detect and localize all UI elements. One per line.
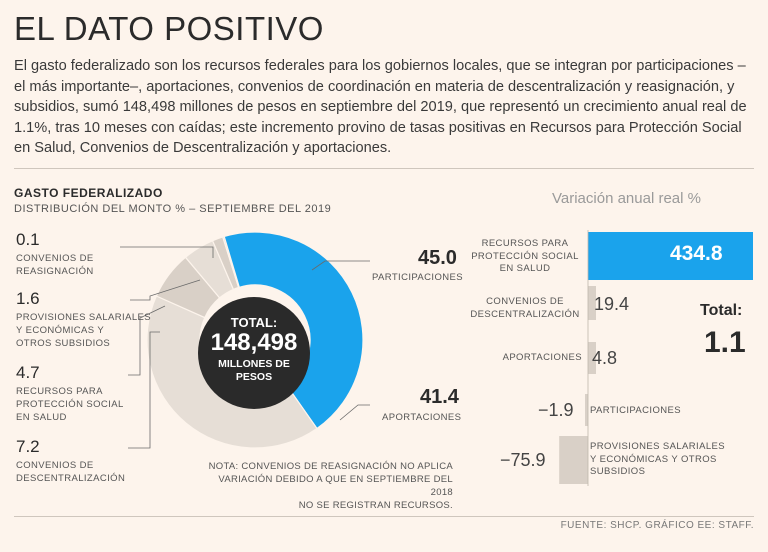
donut-title: GASTO FEDERALIZADO — [14, 186, 163, 200]
center-unit-1: MILLONES DE — [218, 358, 290, 370]
bar-provisiones — [559, 436, 588, 484]
bar-label-descentralizacion: CONVENIOS DE DESCENTRALIZACIÓN — [470, 296, 580, 320]
bar-value-proteccion: 434.8 — [670, 242, 723, 265]
bar-label-proteccion: RECURSOS PARA PROTECCIÓN SOCIAL EN SALUD — [471, 238, 579, 274]
bar-label-provisiones: PROVISIONES SALARIALES Y ECONÓMICAS Y OTR… — [590, 441, 725, 477]
bar-value-descentralizacion: 19.4 — [594, 294, 630, 314]
bar-label-aportaciones: APORTACIONES — [502, 352, 582, 363]
bar-descentralizacion — [588, 286, 596, 320]
label-participaciones-text: PARTICIPACIONES — [372, 272, 463, 283]
bar-aportaciones — [588, 342, 596, 374]
label-reasignacion-text-1: CONVENIOS DE — [16, 253, 94, 264]
label-descentralizacion-value: 7.2 — [16, 437, 40, 456]
label-proteccion-text-2: PROTECCIÓN SOCIAL — [16, 399, 124, 410]
slice-participaciones — [222, 231, 364, 430]
label-reasignacion-value: 0.1 — [16, 230, 40, 249]
note-line-1: NOTA: CONVENIOS DE REASIGNACIÓN NO APLIC… — [208, 461, 453, 472]
note-line-3: NO SE REGISTRAN RECURSOS. — [298, 500, 453, 511]
variation-total-value: 1.1 — [704, 326, 746, 359]
label-proteccion-value: 4.7 — [16, 363, 40, 382]
label-provisiones-value: 1.6 — [16, 289, 40, 308]
bar-label-participaciones: PARTICIPACIONES — [590, 405, 681, 416]
label-descentralizacion-text-1: CONVENIOS DE — [16, 460, 94, 471]
donut-center: TOTAL: 148,498 MILLONES DE PESOS — [198, 297, 310, 409]
label-provisiones-text-2: Y ECONÓMICAS Y — [16, 325, 105, 336]
label-proteccion-text-3: EN SALUD — [16, 412, 67, 423]
variation-title: Variación anual real % — [552, 190, 701, 207]
label-provisiones-text-3: OTROS SUBSIDIOS — [16, 338, 111, 349]
label-reasignacion-text-2: REASIGNACIÓN — [16, 266, 94, 277]
center-unit-2: PESOS — [235, 371, 273, 383]
label-participaciones-value: 45.0 — [418, 247, 457, 269]
source-note: FUENTE: SHCP. GRÁFICO EE: STAFF. — [560, 520, 754, 531]
note-line-2: VARIACIÓN DEBIDO A QUE EN SEPTIEMBRE DEL… — [218, 474, 453, 498]
leader-descentralizacion — [128, 331, 160, 449]
donut-note: NOTA: CONVENIOS DE REASIGNACIÓN NO APLIC… — [205, 460, 453, 512]
bottom-divider — [14, 516, 754, 517]
variation-total-label: Total: — [700, 302, 743, 319]
leader-provisiones — [130, 279, 201, 301]
label-proteccion-text-1: RECURSOS PARA — [16, 386, 103, 397]
leader-participaciones — [311, 260, 370, 271]
page-title: EL DATO POSITIVO — [14, 10, 324, 47]
bar-value-provisiones: −75.9 — [500, 450, 546, 470]
intro-paragraph: El gasto federalizado son los recursos f… — [14, 58, 747, 156]
center-total: 148,498 — [210, 329, 298, 356]
bar-value-participaciones: −1.9 — [538, 400, 574, 420]
label-aportaciones-text: APORTACIONES — [382, 412, 462, 423]
donut-subtitle: DISTRIBUCIÓN DEL MONTO % – SEPTIEMBRE DE… — [14, 203, 332, 215]
leader-aportaciones — [339, 404, 370, 421]
slice-reasignacion — [222, 235, 241, 289]
bar-participaciones — [585, 394, 588, 426]
leader-reasignacion — [120, 246, 214, 258]
label-aportaciones-value: 41.4 — [420, 386, 459, 408]
label-descentralizacion-text-2: DESCENTRALIZACIÓN — [16, 473, 126, 484]
bar-value-aportaciones: 4.8 — [592, 348, 618, 368]
divider — [14, 168, 754, 169]
label-provisiones-text-1: PROVISIONES SALARIALES — [16, 312, 151, 323]
center-label: TOTAL: — [230, 315, 278, 330]
bar-proteccion — [588, 232, 753, 280]
leader-proteccion — [128, 305, 166, 376]
